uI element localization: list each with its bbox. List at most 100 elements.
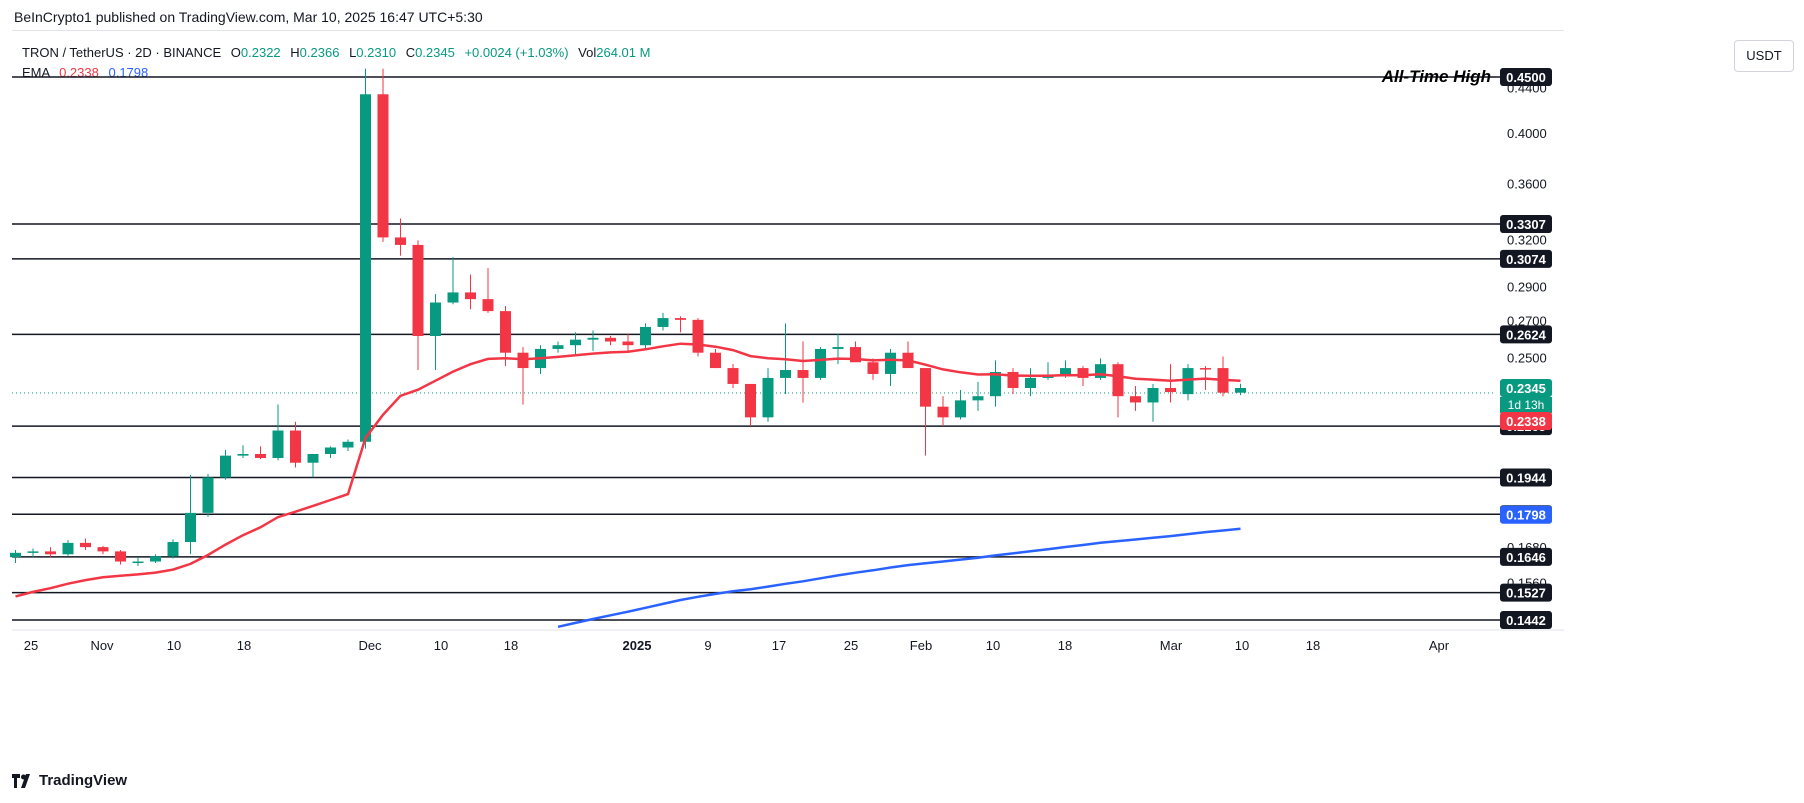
candle-body bbox=[27, 551, 39, 553]
candle[interactable] bbox=[115, 549, 126, 565]
level-badge bbox=[1500, 611, 1552, 629]
candle[interactable] bbox=[797, 341, 809, 403]
candle[interactable] bbox=[307, 454, 319, 478]
candle[interactable] bbox=[1235, 383, 1246, 396]
candle[interactable] bbox=[10, 549, 21, 563]
candle[interactable] bbox=[727, 364, 739, 388]
last-price-badge bbox=[1500, 378, 1552, 397]
candle[interactable] bbox=[920, 368, 931, 456]
candle[interactable] bbox=[570, 332, 581, 355]
candle[interactable] bbox=[447, 257, 459, 305]
candle[interactable] bbox=[587, 330, 599, 351]
close-value: 0.2345 bbox=[415, 45, 455, 60]
candle[interactable] bbox=[517, 347, 529, 405]
candle-body bbox=[675, 318, 686, 320]
candle[interactable] bbox=[202, 474, 214, 517]
all-time-high-annotation: All-Time High bbox=[1381, 67, 1491, 86]
candle-body bbox=[202, 477, 214, 513]
candle[interactable] bbox=[62, 540, 74, 556]
candle[interactable] bbox=[80, 538, 91, 550]
candle[interactable] bbox=[167, 539, 179, 559]
candle[interactable] bbox=[342, 439, 354, 451]
candle[interactable] bbox=[640, 323, 651, 349]
candle[interactable] bbox=[1130, 385, 1141, 411]
symbol-name[interactable]: TRON / TetherUS · 2D · BINANCE bbox=[22, 45, 222, 60]
level-badge-text: 0.1527 bbox=[1506, 586, 1546, 601]
candle[interactable] bbox=[482, 268, 494, 313]
candle[interactable] bbox=[290, 421, 301, 468]
candle[interactable] bbox=[360, 68, 371, 449]
candle[interactable] bbox=[185, 474, 196, 555]
low-label: L bbox=[349, 45, 357, 60]
candle[interactable] bbox=[430, 294, 441, 371]
low-value: 0.2310 bbox=[356, 45, 397, 60]
currency-button[interactable]: USDT bbox=[1734, 40, 1794, 72]
ema-slow-badge bbox=[1500, 505, 1552, 524]
candle[interactable] bbox=[97, 545, 109, 555]
candle[interactable] bbox=[1112, 362, 1124, 418]
candle[interactable] bbox=[675, 316, 686, 333]
candle[interactable] bbox=[762, 368, 774, 422]
candle[interactable] bbox=[465, 274, 476, 310]
candle[interactable] bbox=[377, 68, 389, 242]
candle[interactable] bbox=[255, 446, 266, 460]
candle[interactable] bbox=[412, 240, 424, 371]
candle[interactable] bbox=[657, 312, 669, 331]
candle[interactable] bbox=[1182, 364, 1194, 401]
candle[interactable] bbox=[605, 335, 616, 346]
candle-body bbox=[1165, 387, 1176, 393]
candle[interactable] bbox=[272, 404, 284, 461]
candle[interactable] bbox=[1165, 364, 1176, 403]
level-badge bbox=[1500, 325, 1552, 344]
candle[interactable] bbox=[885, 348, 896, 386]
level-badge bbox=[1500, 214, 1552, 233]
level-badge-text: 0.3307 bbox=[1506, 217, 1546, 232]
candle-body bbox=[937, 406, 949, 418]
candle[interactable] bbox=[220, 449, 231, 480]
candle[interactable] bbox=[1217, 356, 1229, 397]
candle[interactable] bbox=[150, 554, 161, 563]
candle-body bbox=[692, 319, 704, 353]
candle[interactable] bbox=[745, 383, 756, 427]
candle[interactable] bbox=[867, 358, 879, 380]
candle[interactable] bbox=[972, 381, 984, 411]
candle[interactable] bbox=[710, 348, 721, 369]
candle[interactable] bbox=[815, 347, 826, 380]
level-badge-text: 0.3074 bbox=[1506, 252, 1547, 267]
candle[interactable] bbox=[45, 547, 56, 558]
x-tick-label: 18 bbox=[237, 638, 251, 653]
candle-body bbox=[185, 512, 196, 543]
candle-body bbox=[1112, 364, 1124, 397]
candle[interactable] bbox=[27, 548, 39, 558]
candle[interactable] bbox=[937, 396, 949, 427]
open-value: 0.2322 bbox=[240, 45, 281, 60]
y-tick-label: 0.2900 bbox=[1507, 280, 1547, 295]
volume-value: 264.01 M bbox=[596, 45, 651, 60]
candle[interactable] bbox=[622, 334, 634, 353]
candle[interactable] bbox=[692, 318, 704, 357]
level-badge-text: 0.4500 bbox=[1506, 70, 1546, 85]
y-tick-label: 0.2700 bbox=[1507, 314, 1547, 329]
candle[interactable] bbox=[237, 445, 249, 458]
x-tick-label: 18 bbox=[1306, 638, 1320, 653]
candle[interactable] bbox=[990, 360, 1001, 407]
candle[interactable] bbox=[955, 390, 966, 420]
candle-body bbox=[342, 441, 354, 448]
candle-body bbox=[482, 299, 494, 312]
candle[interactable] bbox=[1042, 362, 1054, 380]
candle[interactable] bbox=[902, 341, 914, 369]
candle[interactable] bbox=[1025, 368, 1036, 397]
candle[interactable] bbox=[500, 305, 511, 367]
candle[interactable] bbox=[552, 341, 564, 353]
tradingview-logo[interactable]: TradingView bbox=[12, 772, 127, 789]
candle[interactable] bbox=[325, 446, 336, 458]
candle[interactable] bbox=[395, 218, 406, 256]
candle[interactable] bbox=[132, 557, 144, 566]
candle[interactable] bbox=[1007, 368, 1019, 395]
candle-body bbox=[710, 352, 721, 369]
candle[interactable] bbox=[1147, 383, 1159, 422]
candle[interactable] bbox=[850, 341, 861, 363]
candle[interactable] bbox=[1095, 358, 1106, 380]
candle-body bbox=[1235, 387, 1246, 393]
